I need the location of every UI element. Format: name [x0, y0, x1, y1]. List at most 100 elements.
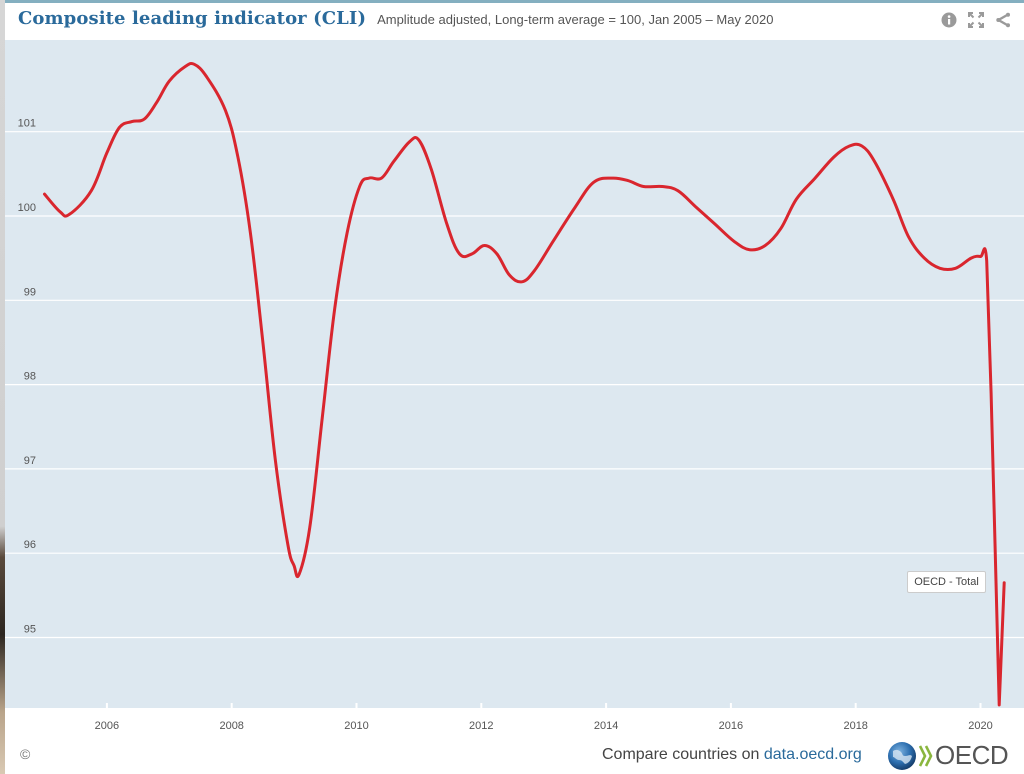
data-point[interactable]	[713, 222, 717, 226]
data-point[interactable]	[610, 176, 614, 180]
data-point[interactable]	[392, 159, 396, 163]
y-tick-label: 99	[24, 286, 36, 298]
data-point[interactable]	[192, 62, 196, 66]
compare-countries: Compare countries on data.oecd.org	[602, 746, 862, 764]
data-point[interactable]	[308, 526, 312, 530]
data-point[interactable]	[989, 391, 993, 395]
gridlines	[5, 131, 1024, 639]
background-edge	[0, 0, 5, 774]
data-point[interactable]	[997, 703, 1001, 707]
data-point[interactable]	[457, 252, 461, 256]
data-point[interactable]	[954, 266, 958, 270]
data-point[interactable]	[495, 252, 499, 256]
data-point[interactable]	[67, 212, 71, 216]
x-tick-label: 2018	[843, 720, 867, 732]
data-point[interactable]	[155, 100, 159, 104]
compare-text: Compare countries on	[602, 746, 764, 763]
data-point[interactable]	[1002, 581, 1006, 585]
y-tick-label: 96	[24, 539, 36, 551]
data-point[interactable]	[261, 340, 265, 344]
y-tick-label: 100	[18, 202, 36, 214]
oecd-logo[interactable]: OECD	[887, 740, 1009, 771]
x-tick-label: 2006	[95, 720, 119, 732]
data-point[interactable]	[345, 231, 349, 235]
data-point[interactable]	[642, 184, 646, 188]
data-point[interactable]	[676, 189, 680, 193]
data-point[interactable]	[333, 307, 337, 311]
data-point[interactable]	[43, 192, 47, 196]
data-point[interactable]	[695, 206, 699, 210]
data-point[interactable]	[142, 117, 146, 121]
data-point[interactable]	[297, 572, 301, 576]
data-point[interactable]	[292, 564, 296, 568]
data-point[interactable]	[417, 138, 421, 142]
share-icon[interactable]	[994, 11, 1012, 29]
data-point[interactable]	[236, 155, 240, 159]
data-point[interactable]	[938, 266, 942, 270]
y-axis: 95 96 97 98 99 100 101	[18, 118, 36, 636]
y-tick-label: 97	[24, 455, 36, 467]
data-point[interactable]	[445, 222, 449, 226]
series-line-oecd-total[interactable]	[43, 61, 1006, 707]
data-point[interactable]	[813, 176, 817, 180]
data-point[interactable]	[763, 244, 767, 248]
data-point[interactable]	[408, 140, 412, 144]
data-point[interactable]	[748, 248, 752, 252]
copyright-symbol[interactable]: ©	[20, 746, 31, 762]
data-point[interactable]	[532, 269, 536, 273]
data-point[interactable]	[732, 239, 736, 243]
data-point[interactable]	[872, 159, 876, 163]
data-point[interactable]	[367, 176, 371, 180]
top-rule	[5, 0, 1024, 3]
data-point[interactable]	[891, 197, 895, 201]
data-point[interactable]	[626, 179, 630, 183]
data-point[interactable]	[969, 256, 973, 260]
data-point[interactable]	[860, 144, 864, 148]
data-point[interactable]	[130, 120, 134, 124]
data-point[interactable]	[520, 280, 524, 284]
data-point[interactable]	[794, 197, 798, 201]
data-point[interactable]	[167, 79, 171, 83]
data-point[interactable]	[507, 273, 511, 277]
data-point[interactable]	[779, 227, 783, 231]
data-point[interactable]	[320, 416, 324, 420]
data-point[interactable]	[573, 206, 577, 210]
data-point[interactable]	[429, 168, 433, 172]
data-point[interactable]	[592, 180, 596, 184]
x-axis: 2006 2008 2010 2012 2014 2016 2018 2020	[95, 703, 993, 732]
toolbar-icons	[940, 11, 1012, 29]
chart-header: Composite leading indicator (CLI) Amplit…	[18, 8, 773, 38]
data-point[interactable]	[379, 176, 383, 180]
data-point[interactable]	[223, 109, 227, 113]
data-point[interactable]	[58, 210, 62, 214]
data-point[interactable]	[985, 259, 989, 263]
data-point[interactable]	[660, 184, 664, 188]
data-point[interactable]	[358, 184, 362, 188]
data-point[interactable]	[979, 254, 983, 258]
y-tick-label: 98	[24, 371, 36, 383]
y-tick-label: 95	[24, 624, 36, 636]
info-icon[interactable]	[940, 11, 958, 29]
x-tick-label: 2008	[219, 720, 243, 732]
x-tick-label: 2010	[344, 720, 368, 732]
data-point[interactable]	[248, 231, 252, 235]
data-point[interactable]	[482, 244, 486, 248]
x-tick-label: 2012	[469, 720, 493, 732]
data-point[interactable]	[907, 235, 911, 239]
data-point[interactable]	[273, 458, 277, 462]
data-point[interactable]	[117, 125, 121, 129]
data-point[interactable]	[89, 189, 93, 193]
data-point[interactable]	[832, 155, 836, 159]
data-oecd-link[interactable]: data.oecd.org	[763, 746, 862, 763]
data-point[interactable]	[847, 144, 851, 148]
data-point[interactable]	[205, 75, 209, 79]
data-point[interactable]	[286, 543, 290, 547]
chart-subtitle: Amplitude adjusted, Long-term average = …	[377, 12, 774, 27]
x-tick-label: 2020	[968, 720, 992, 732]
data-point[interactable]	[105, 151, 109, 155]
data-point[interactable]	[551, 239, 555, 243]
fullscreen-icon[interactable]	[967, 11, 985, 29]
data-point[interactable]	[922, 256, 926, 260]
data-point[interactable]	[183, 65, 187, 69]
data-point[interactable]	[470, 252, 474, 256]
